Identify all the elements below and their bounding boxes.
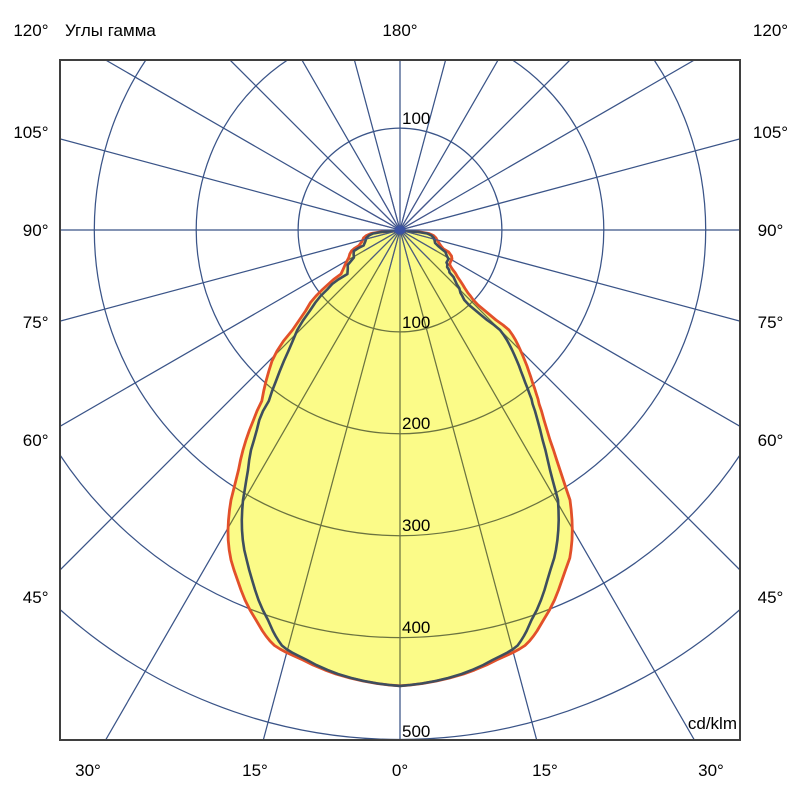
svg-text:15°: 15° — [242, 761, 268, 780]
svg-text:75°: 75° — [758, 313, 784, 332]
svg-text:500: 500 — [402, 722, 430, 741]
svg-text:60°: 60° — [23, 431, 49, 450]
svg-text:cd/klm: cd/klm — [688, 714, 737, 733]
svg-text:400: 400 — [402, 618, 430, 637]
svg-text:120°: 120° — [13, 21, 48, 40]
svg-text:Углы гамма: Углы гамма — [65, 21, 156, 40]
svg-text:100: 100 — [402, 313, 430, 332]
svg-text:30°: 30° — [75, 761, 101, 780]
svg-text:105°: 105° — [753, 123, 788, 142]
svg-text:90°: 90° — [758, 221, 784, 240]
svg-text:30°: 30° — [698, 761, 724, 780]
svg-text:15°: 15° — [532, 761, 558, 780]
svg-text:60°: 60° — [758, 431, 784, 450]
svg-text:300: 300 — [402, 516, 430, 535]
svg-text:120°: 120° — [753, 21, 788, 40]
svg-text:90°: 90° — [23, 221, 49, 240]
svg-text:0°: 0° — [392, 761, 408, 780]
svg-text:45°: 45° — [758, 588, 784, 607]
svg-text:75°: 75° — [23, 313, 49, 332]
svg-text:180°: 180° — [382, 21, 417, 40]
svg-text:200: 200 — [402, 414, 430, 433]
svg-text:45°: 45° — [23, 588, 49, 607]
svg-text:100: 100 — [402, 109, 430, 128]
svg-text:105°: 105° — [13, 123, 48, 142]
